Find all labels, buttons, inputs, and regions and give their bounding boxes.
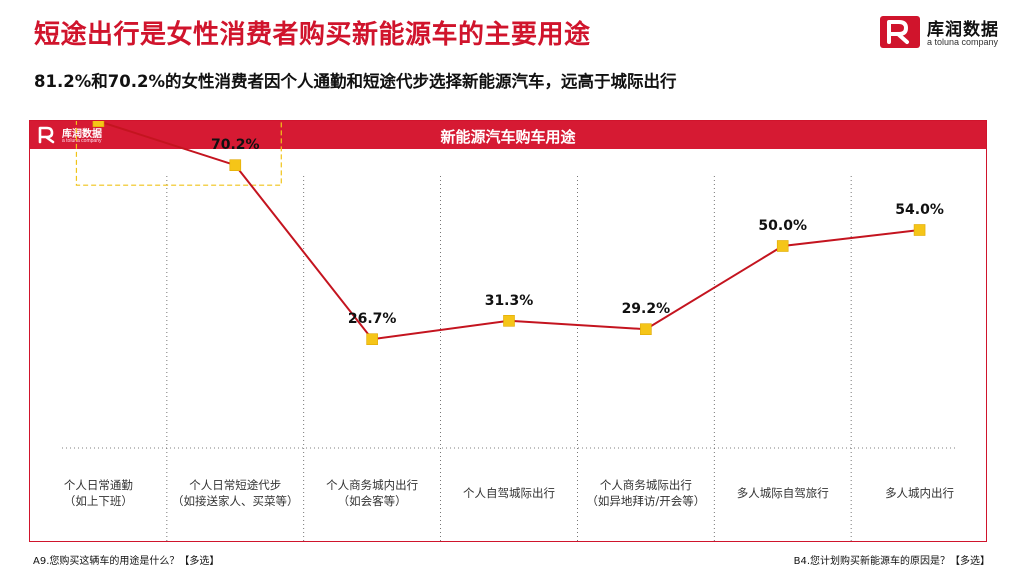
data-point bbox=[503, 315, 515, 327]
category-label: 个人日常短途代步 bbox=[189, 478, 281, 492]
footnote-left: A9.您购买这辆车的用途是什么？【多选】 bbox=[33, 556, 220, 567]
footnote-right: B4.您计划购买新能源车的原因是？【多选】 bbox=[793, 556, 990, 567]
mini-brand-tagline: a toluna company bbox=[62, 138, 102, 144]
data-point bbox=[913, 224, 926, 236]
category-label: 个人商务城际出行 bbox=[600, 478, 692, 492]
category-label: （如异地拜访/开会等） bbox=[586, 494, 705, 508]
data-point bbox=[229, 159, 242, 172]
data-label: 50.0% bbox=[758, 218, 807, 234]
data-label: 29.2% bbox=[622, 301, 671, 317]
data-point bbox=[776, 240, 789, 252]
category-label: 多人城际自驾旅行 bbox=[737, 486, 829, 500]
category-label: 个人日常通勤 bbox=[64, 478, 133, 492]
data-label: 70.2% bbox=[211, 137, 260, 153]
chart-panel: 库润数据 a toluna company 新能源汽车购车用途 81.2%70.… bbox=[29, 120, 987, 542]
data-label: 31.3% bbox=[485, 293, 534, 309]
category-label: 个人商务城内出行 bbox=[326, 478, 418, 492]
brand-mark-icon bbox=[880, 16, 920, 48]
data-point bbox=[92, 121, 105, 127]
category-label: （如会客等） bbox=[338, 494, 407, 508]
page-title: 短途出行是女性消费者购买新能源车的主要用途 bbox=[34, 20, 591, 50]
line-chart: 81.2%70.2%26.7%31.3%29.2%50.0%54.0%个人日常通… bbox=[62, 121, 958, 541]
mini-brand-name: 库润数据 bbox=[62, 129, 102, 140]
chart-header: 库润数据 a toluna company 新能源汽车购车用途 bbox=[30, 121, 986, 149]
data-label: 26.7% bbox=[348, 311, 397, 327]
page-subtitle: 81.2%和70.2%的女性消费者因个人通勤和短途代步选择新能源汽车，远高于城际… bbox=[34, 72, 677, 91]
mini-brand-mark-icon bbox=[38, 126, 55, 144]
chart-title: 新能源汽车购车用途 bbox=[440, 128, 576, 146]
category-label: （如上下班） bbox=[64, 494, 133, 508]
brand-logo: 库润数据 a toluna company bbox=[880, 14, 1010, 50]
data-point bbox=[640, 323, 652, 335]
category-label: 个人自驾城际出行 bbox=[463, 486, 555, 500]
category-label: 多人城内出行 bbox=[885, 486, 954, 500]
highlight-box bbox=[75, 121, 282, 186]
data-point bbox=[366, 333, 378, 345]
brand-name: 库润数据 bbox=[927, 20, 999, 40]
category-label: （如接送家人、买菜等） bbox=[172, 494, 299, 508]
mini-brand-logo: 库润数据 a toluna company bbox=[36, 124, 126, 146]
data-label: 54.0% bbox=[895, 202, 944, 218]
brand-tagline: a toluna company bbox=[927, 37, 999, 47]
